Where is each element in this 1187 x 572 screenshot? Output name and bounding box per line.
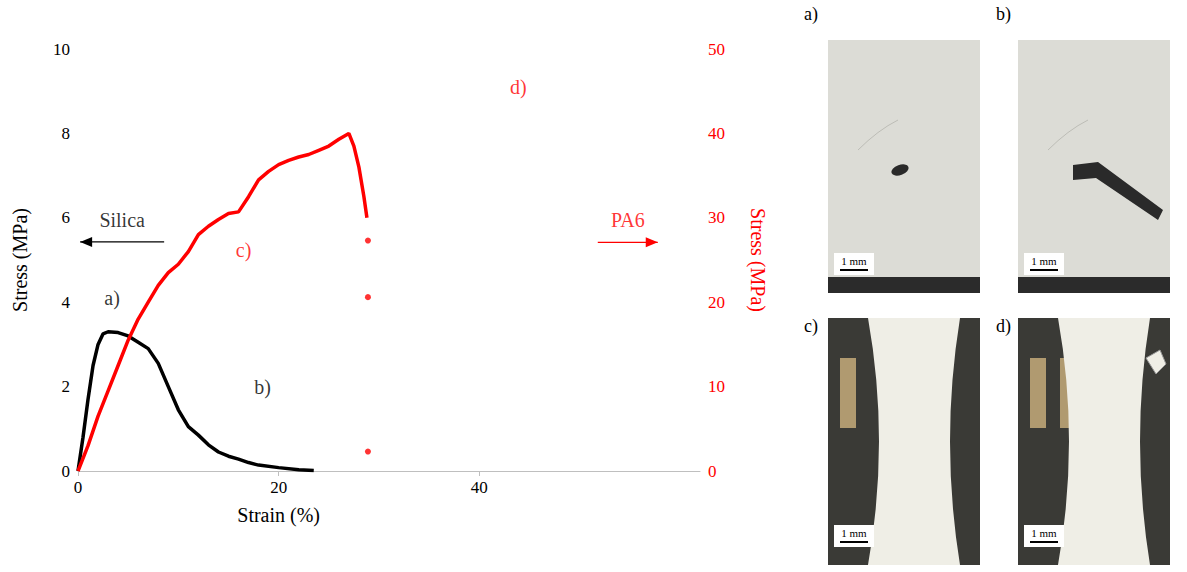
- svg-text:d): d): [996, 316, 1011, 337]
- svg-text:50: 50: [708, 40, 725, 59]
- svg-text:6: 6: [62, 208, 71, 227]
- svg-text:c): c): [236, 239, 252, 262]
- svg-text:a): a): [804, 4, 818, 25]
- svg-text:Stress (MPa): Stress (MPa): [9, 208, 32, 312]
- svg-text:1 mm: 1 mm: [841, 527, 867, 539]
- svg-text:1 mm: 1 mm: [841, 255, 867, 267]
- svg-text:1 mm: 1 mm: [1031, 255, 1057, 267]
- svg-text:40: 40: [471, 478, 488, 497]
- svg-text:30: 30: [708, 208, 725, 227]
- svg-text:8: 8: [62, 124, 71, 143]
- svg-text:20: 20: [708, 293, 725, 312]
- svg-text:2: 2: [62, 377, 71, 396]
- svg-text:4: 4: [62, 293, 71, 312]
- svg-text:10: 10: [53, 40, 70, 59]
- svg-text:Strain (%): Strain (%): [237, 504, 320, 527]
- svg-text:0: 0: [74, 478, 83, 497]
- svg-text:Stress (MPa): Stress (MPa): [746, 208, 769, 312]
- svg-text:Silica: Silica: [99, 209, 145, 231]
- svg-text:10: 10: [708, 377, 725, 396]
- svg-text:b): b): [254, 376, 271, 399]
- svg-text:d): d): [510, 76, 527, 99]
- svg-text:a): a): [104, 287, 120, 310]
- svg-text:c): c): [804, 316, 818, 337]
- svg-text:b): b): [996, 4, 1011, 25]
- svg-text:PA6: PA6: [611, 209, 645, 231]
- svg-text:20: 20: [270, 478, 287, 497]
- svg-text:1 mm: 1 mm: [1031, 527, 1057, 539]
- svg-text:0: 0: [708, 462, 717, 481]
- svg-text:0: 0: [62, 462, 71, 481]
- svg-text:40: 40: [708, 124, 725, 143]
